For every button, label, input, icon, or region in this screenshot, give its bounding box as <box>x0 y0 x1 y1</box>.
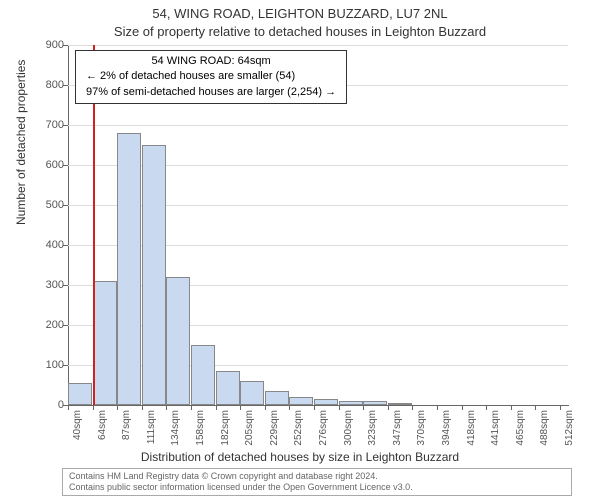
title-line-1: 54, WING ROAD, LEIGHTON BUZZARD, LU7 2NL <box>0 6 600 21</box>
histogram-bar <box>93 281 117 405</box>
x-tick-mark <box>289 405 290 410</box>
x-tick-mark <box>412 405 413 410</box>
y-tick-label: 300 <box>14 279 64 291</box>
x-tick-mark <box>216 405 217 410</box>
attribution-line-1: Contains HM Land Registry data © Crown c… <box>69 471 565 482</box>
y-tick-label: 700 <box>14 119 64 131</box>
x-tick-mark <box>388 405 389 410</box>
y-tick-label: 400 <box>14 239 64 251</box>
y-tick-label: 600 <box>14 159 64 171</box>
info-line-1: 54 WING ROAD: 64sqm <box>86 54 336 69</box>
x-tick-mark <box>265 405 266 410</box>
histogram-bar <box>166 277 190 405</box>
x-tick-mark <box>117 405 118 410</box>
x-tick-mark <box>339 405 340 410</box>
x-tick-mark <box>462 405 463 410</box>
grid-line <box>68 45 568 46</box>
histogram-bar <box>68 383 92 405</box>
y-tick-label: 0 <box>14 399 64 411</box>
histogram-bar <box>363 401 387 405</box>
x-tick-mark <box>93 405 94 410</box>
y-tick-label: 500 <box>14 199 64 211</box>
x-tick-mark <box>560 405 561 410</box>
x-tick-mark <box>142 405 143 410</box>
attribution-line-2: Contains public sector information licen… <box>69 482 565 493</box>
info-line-3: 97% of semi-detached houses are larger (… <box>86 85 336 100</box>
grid-line <box>68 125 568 126</box>
title-line-2: Size of property relative to detached ho… <box>0 24 600 39</box>
histogram-bar <box>339 401 363 405</box>
x-tick-mark <box>486 405 487 410</box>
histogram-bar <box>289 397 313 405</box>
x-tick-mark <box>511 405 512 410</box>
x-tick-mark <box>437 405 438 410</box>
x-tick-mark <box>191 405 192 410</box>
histogram-bar <box>191 345 215 405</box>
histogram-bar <box>117 133 141 405</box>
histogram-bar <box>216 371 240 405</box>
histogram-bar <box>388 403 412 405</box>
y-tick-label: 200 <box>14 319 64 331</box>
x-tick-mark <box>68 405 69 410</box>
chart-container: 54, WING ROAD, LEIGHTON BUZZARD, LU7 2NL… <box>0 0 600 500</box>
info-box: 54 WING ROAD: 64sqm ← 2% of detached hou… <box>75 50 347 104</box>
attribution-box: Contains HM Land Registry data © Crown c… <box>62 468 572 496</box>
histogram-bar <box>240 381 264 405</box>
x-tick-mark <box>166 405 167 410</box>
x-tick-mark <box>535 405 536 410</box>
histogram-bar <box>265 391 289 405</box>
y-tick-label: 900 <box>14 39 64 51</box>
y-tick-label: 100 <box>14 359 64 371</box>
x-tick-mark <box>314 405 315 410</box>
x-axis-label: Distribution of detached houses by size … <box>0 450 600 464</box>
histogram-bar <box>314 399 338 405</box>
y-tick-label: 800 <box>14 79 64 91</box>
x-tick-mark <box>240 405 241 410</box>
info-line-2: ← 2% of detached houses are smaller (54) <box>86 69 336 84</box>
x-tick-mark <box>363 405 364 410</box>
histogram-bar <box>142 145 166 405</box>
